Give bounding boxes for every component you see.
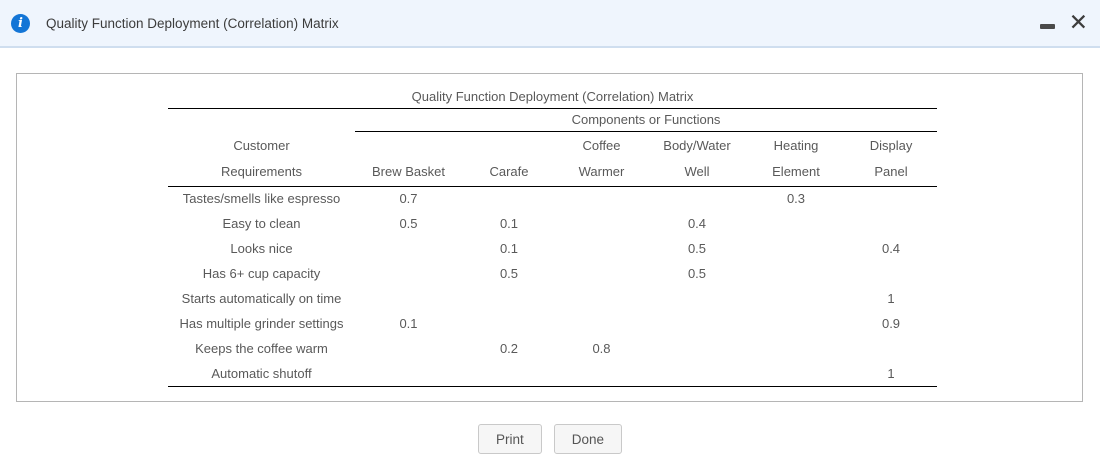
matrix-cell — [462, 361, 556, 387]
matrix-cell — [647, 286, 747, 311]
row-label: Starts automatically on time — [181, 291, 342, 306]
matrix-cell — [462, 311, 556, 336]
matrix-cell: 0.9 — [881, 316, 901, 331]
row-label: Tastes/smells like espresso — [182, 191, 341, 207]
print-button[interactable]: Print — [477, 424, 542, 454]
matrix-cell — [355, 236, 462, 261]
table-title: Quality Function Deployment (Correlation… — [168, 85, 938, 109]
done-button[interactable]: Done — [553, 424, 623, 454]
group-header: Components or Functions — [355, 108, 938, 132]
close-icon[interactable]: ✕ — [1068, 9, 1088, 36]
matrix-cell: 0.3 — [786, 191, 806, 207]
matrix-cell — [556, 211, 647, 236]
column-header: Warmer — [556, 157, 647, 187]
table-row: Starts automatically on time 1 — [168, 286, 937, 311]
row-header-line1: Customer — [233, 138, 290, 153]
matrix-cell — [556, 361, 647, 387]
matrix-cell — [355, 286, 462, 311]
matrix-cell: 0.1 — [399, 316, 418, 331]
matrix-cell — [355, 261, 462, 286]
row-header-line2: Requirements — [168, 157, 355, 187]
column-header: Coffee — [582, 138, 621, 154]
matrix-cell — [747, 236, 845, 261]
table-row: Has multiple grinder settings 0.1 0.9 — [168, 311, 937, 336]
column-header: Carafe — [462, 157, 556, 187]
column-header: Heating — [773, 138, 819, 154]
column-header: Body/Water — [663, 138, 731, 154]
matrix-cell — [747, 211, 845, 236]
matrix-cell: 0.2 — [499, 341, 519, 356]
matrix-cell — [355, 361, 462, 387]
table-row: Looks nice 0.1 0.5 0.4 — [168, 236, 937, 261]
table-row: Keeps the coffee warm 0.2 0.8 — [168, 336, 937, 361]
matrix-cell: 0.8 — [592, 341, 611, 356]
column-header: Display — [869, 138, 913, 154]
matrix-cell: 0.5 — [399, 216, 418, 231]
row-label: Easy to clean — [222, 216, 301, 231]
matrix-cell — [647, 336, 747, 361]
column-header — [355, 131, 462, 157]
matrix-cell — [556, 261, 647, 286]
matrix-cell — [845, 186, 937, 211]
matrix-cell — [747, 311, 845, 336]
row-label: Has multiple grinder settings — [179, 316, 344, 331]
matrix-cell — [462, 286, 556, 311]
dialog-titlebar: i Quality Function Deployment (Correlati… — [0, 0, 1100, 48]
group-header-spacer — [168, 108, 355, 131]
matrix-cell — [747, 361, 845, 387]
column-header: Well — [647, 157, 747, 187]
matrix-panel: Quality Function Deployment (Correlation… — [16, 73, 1083, 402]
matrix-cell: 0.4 — [881, 241, 901, 256]
matrix-cell — [747, 286, 845, 311]
row-label: Looks nice — [230, 241, 293, 256]
matrix-cell — [462, 186, 556, 211]
column-header — [462, 131, 556, 157]
matrix-cell — [647, 361, 747, 387]
matrix-cell: 1 — [845, 361, 938, 387]
matrix-cell: 0.5 — [499, 266, 519, 281]
matrix-cell: 0.5 — [687, 266, 707, 281]
table-row: Has 6+ cup capacity 0.5 0.5 — [168, 261, 937, 286]
table-row: Automatic shutoff 1 — [168, 361, 938, 387]
minimize-icon[interactable] — [1039, 24, 1055, 29]
matrix-cell — [556, 186, 647, 211]
window-controls: ✕ — [1039, 9, 1088, 36]
matrix-cell — [647, 311, 747, 336]
row-label: Keeps the coffee warm — [195, 341, 328, 356]
matrix-cell — [845, 261, 937, 286]
row-label: Has 6+ cup capacity — [202, 266, 321, 281]
matrix-cell: 0.5 — [687, 241, 707, 256]
table-title-row: Quality Function Deployment (Correlation… — [168, 85, 938, 109]
table-row: Easy to clean 0.5 0.1 0.4 — [168, 211, 937, 236]
matrix-cell — [647, 186, 747, 211]
footer-button-bar: Print Done — [0, 424, 1100, 454]
matrix-cell: 0.1 — [499, 216, 519, 231]
column-header: Panel — [845, 157, 938, 187]
info-icon: i — [11, 13, 30, 33]
table-row: Tastes/smells like espresso 0.7 0.3 — [168, 186, 937, 211]
matrix-cell — [747, 336, 845, 361]
matrix-body: Tastes/smells like espresso 0.7 0.3 Easy to… — [168, 186, 938, 387]
row-label: Automatic shutoff — [168, 361, 355, 387]
dialog-title: Quality Function Deployment (Correlation… — [46, 15, 339, 31]
column-header-row-1: Customer Coffee Body/Water Heating Displ… — [168, 131, 937, 157]
matrix-cell: 1 — [887, 291, 895, 306]
column-header: Element — [747, 157, 845, 187]
matrix-cell — [556, 311, 647, 336]
column-header: Brew Basket — [355, 157, 462, 187]
matrix-cell — [556, 236, 647, 261]
column-header-row-2: Requirements Brew Basket Carafe Warmer W… — [168, 157, 938, 187]
matrix-cell — [556, 286, 647, 311]
matrix-cell: 0.1 — [499, 241, 519, 256]
matrix-cell — [355, 336, 462, 361]
group-header-row: Components or Functions — [168, 108, 938, 132]
matrix-cell: 0.4 — [687, 216, 707, 231]
qfd-matrix-table: Quality Function Deployment (Correlation… — [168, 85, 938, 387]
matrix-cell — [845, 336, 937, 361]
matrix-cell — [747, 261, 845, 286]
matrix-cell: 0.7 — [399, 191, 418, 207]
matrix-cell — [845, 211, 937, 236]
